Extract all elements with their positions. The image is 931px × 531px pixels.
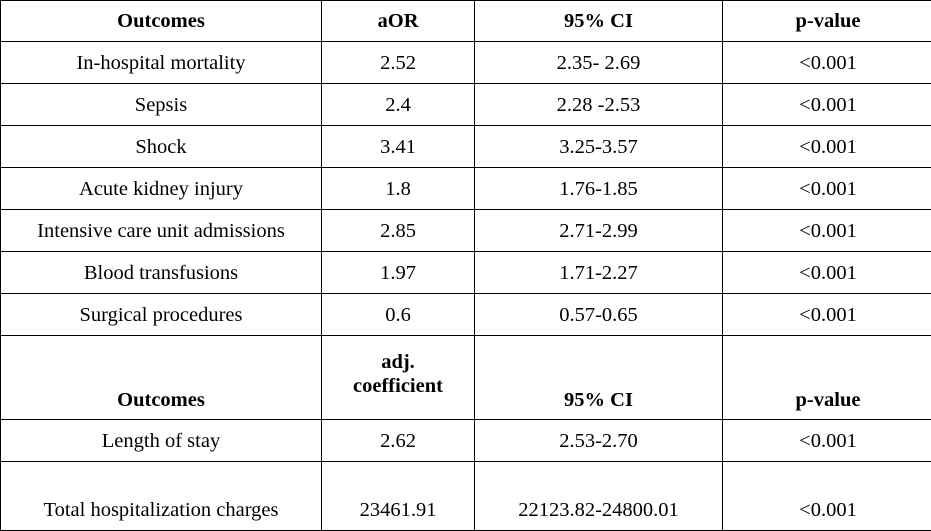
cell-ci: 2.53-2.70 (475, 420, 723, 462)
subheader-outcomes: Outcomes (1, 336, 322, 420)
cell-p-value: <0.001 (723, 84, 931, 126)
cell-outcome: Surgical procedures (1, 294, 322, 336)
cell-ci: 2.71-2.99 (475, 210, 723, 252)
cell-coefficient: 2.62 (322, 420, 475, 462)
subheader-p-value: p-value (723, 336, 931, 420)
cell-ci: 1.76-1.85 (475, 168, 723, 210)
table-header-row: Outcomes aOR 95% CI p-value (1, 1, 931, 42)
cell-aor: 1.8 (322, 168, 475, 210)
table-row: Intensive care unit admissions 2.85 2.71… (1, 210, 931, 252)
cell-p-value: <0.001 (723, 168, 931, 210)
cell-aor: 2.85 (322, 210, 475, 252)
cell-p-value: <0.001 (723, 126, 931, 168)
table-row: Surgical procedures 0.6 0.57-0.65 <0.001 (1, 294, 931, 336)
cell-outcome: Blood transfusions (1, 252, 322, 294)
cell-outcome: Total hospitalization charges (1, 462, 322, 531)
header-aor: aOR (322, 1, 475, 42)
cell-outcome: In-hospital mortality (1, 42, 322, 84)
cell-p-value: <0.001 (723, 294, 931, 336)
cell-p-value: <0.001 (723, 252, 931, 294)
subheader-adj-coefficient: adj. coefficient (322, 336, 475, 420)
cell-outcome: Sepsis (1, 84, 322, 126)
cell-ci: 22123.82-24800.01 (475, 462, 723, 531)
cell-aor: 0.6 (322, 294, 475, 336)
header-outcomes: Outcomes (1, 1, 322, 42)
cell-ci: 1.71-2.27 (475, 252, 723, 294)
cell-outcome: Intensive care unit admissions (1, 210, 322, 252)
subheader-ci: 95% CI (475, 336, 723, 420)
table-row: Length of stay 2.62 2.53-2.70 <0.001 (1, 420, 931, 462)
cell-ci: 2.28 -2.53 (475, 84, 723, 126)
table-row: In-hospital mortality 2.52 2.35- 2.69 <0… (1, 42, 931, 84)
cell-outcome: Acute kidney injury (1, 168, 322, 210)
cell-ci: 0.57-0.65 (475, 294, 723, 336)
table-row: Sepsis 2.4 2.28 -2.53 <0.001 (1, 84, 931, 126)
table-row: Blood transfusions 1.97 1.71-2.27 <0.001 (1, 252, 931, 294)
table-row: Acute kidney injury 1.8 1.76-1.85 <0.001 (1, 168, 931, 210)
cell-aor: 3.41 (322, 126, 475, 168)
cell-aor: 2.52 (322, 42, 475, 84)
table-subheader-row: Outcomes adj. coefficient 95% CI p-value (1, 336, 931, 420)
subheader-coef-line1: adj. (322, 350, 474, 374)
cell-aor: 1.97 (322, 252, 475, 294)
cell-p-value: <0.001 (723, 462, 931, 531)
table-row: Total hospitalization charges 23461.91 2… (1, 462, 931, 531)
cell-coefficient: 23461.91 (322, 462, 475, 531)
cell-ci: 2.35- 2.69 (475, 42, 723, 84)
cell-p-value: <0.001 (723, 42, 931, 84)
cell-outcome: Shock (1, 126, 322, 168)
cell-ci: 3.25-3.57 (475, 126, 723, 168)
subheader-coef-line2: coefficient (322, 374, 474, 398)
cell-aor: 2.4 (322, 84, 475, 126)
header-p-value: p-value (723, 1, 931, 42)
table-row: Shock 3.41 3.25-3.57 <0.001 (1, 126, 931, 168)
cell-p-value: <0.001 (723, 420, 931, 462)
cell-outcome: Length of stay (1, 420, 322, 462)
cell-p-value: <0.001 (723, 210, 931, 252)
header-ci: 95% CI (475, 1, 723, 42)
